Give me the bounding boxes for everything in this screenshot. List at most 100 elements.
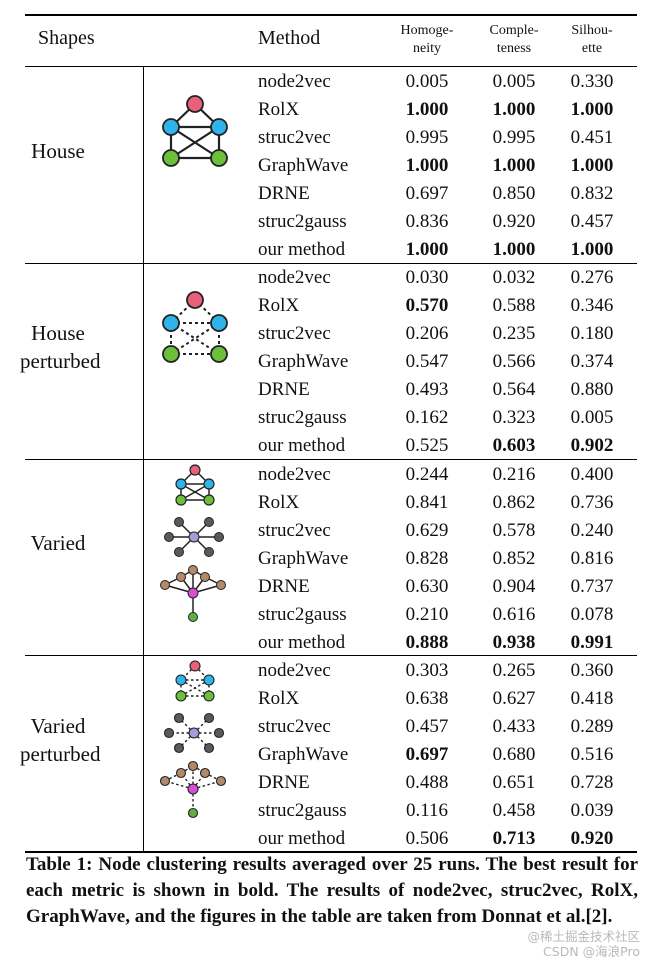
- group-label-varied-perturbed: Varied perturbed: [20, 714, 101, 766]
- completeness-cell: 0.852: [492, 548, 536, 569]
- homogeneity-cell: 0.836: [405, 211, 449, 232]
- method-cell: node2vec: [258, 71, 331, 92]
- silhouette-cell: 0.516: [570, 744, 614, 765]
- homogeneity-cell: 0.488: [405, 772, 449, 793]
- silhouette-cell: 0.360: [570, 660, 614, 681]
- homogeneity-cell: 1.000: [405, 155, 449, 176]
- house-perturbed-graph-icon: [162, 291, 228, 363]
- varied-graphs-icon: [160, 464, 226, 622]
- method-cell: struc2vec: [258, 520, 331, 541]
- completeness-cell: 0.032: [492, 267, 536, 288]
- silhouette-cell: 1.000: [570, 155, 614, 176]
- watermark-line1: @稀土掘金技术社区: [527, 929, 640, 944]
- bottom-rule: [25, 851, 637, 853]
- group-rule: [25, 655, 637, 656]
- header-method: Method: [258, 27, 321, 49]
- header-shapes: Shapes: [38, 27, 95, 49]
- homogeneity-cell: 1.000: [405, 99, 449, 120]
- completeness-cell: 0.627: [492, 688, 536, 709]
- completeness-cell: 0.651: [492, 772, 536, 793]
- completeness-cell: 0.920: [492, 211, 536, 232]
- homogeneity-cell: 0.005: [405, 71, 449, 92]
- homogeneity-cell: 0.697: [405, 183, 449, 204]
- header-completeness: Comple-teness: [489, 23, 539, 56]
- completeness-cell: 0.588: [492, 295, 536, 316]
- homogeneity-cell: 0.638: [405, 688, 449, 709]
- homogeneity-cell: 0.244: [405, 464, 449, 485]
- silhouette-cell: 0.039: [570, 800, 614, 821]
- group-label-house: House: [31, 139, 85, 163]
- homogeneity-cell: 0.493: [405, 379, 449, 400]
- top-rule: [25, 14, 637, 16]
- completeness-cell: 0.850: [492, 183, 536, 204]
- completeness-cell: 0.216: [492, 464, 536, 485]
- method-cell: struc2gauss: [258, 800, 347, 821]
- silhouette-cell: 0.902: [570, 435, 614, 456]
- silhouette-cell: 0.832: [570, 183, 614, 204]
- silhouette-cell: 1.000: [570, 99, 614, 120]
- completeness-cell: 0.235: [492, 323, 536, 344]
- silhouette-cell: 0.289: [570, 716, 614, 737]
- silhouette-cell: 0.880: [570, 379, 614, 400]
- method-cell: RolX: [258, 99, 300, 120]
- completeness-cell: 0.265: [492, 660, 536, 681]
- completeness-cell: 0.578: [492, 520, 536, 541]
- silhouette-cell: 1.000: [570, 239, 614, 260]
- completeness-cell: 0.603: [492, 435, 536, 456]
- silhouette-cell: 0.728: [570, 772, 614, 793]
- completeness-cell: 0.564: [492, 379, 536, 400]
- silhouette-cell: 0.737: [570, 576, 614, 597]
- method-cell: struc2gauss: [258, 407, 347, 428]
- silhouette-cell: 0.005: [570, 407, 614, 428]
- method-cell: RolX: [258, 295, 300, 316]
- method-cell: DRNE: [258, 576, 310, 597]
- method-cell: our method: [258, 828, 346, 849]
- method-cell: our method: [258, 632, 346, 653]
- method-cell: struc2vec: [258, 127, 331, 148]
- silhouette-cell: 0.400: [570, 464, 614, 485]
- completeness-cell: 0.323: [492, 407, 536, 428]
- method-cell: node2vec: [258, 660, 331, 681]
- varied-perturbed-graphs-icon: [159, 660, 227, 819]
- method-cell: struc2gauss: [258, 604, 347, 625]
- completeness-cell: 1.000: [492, 239, 536, 260]
- homogeneity-cell: 0.525: [405, 435, 449, 456]
- homogeneity-cell: 0.303: [405, 660, 449, 681]
- header-rule: [25, 66, 637, 67]
- silhouette-cell: 0.736: [570, 492, 614, 513]
- silhouette-cell: 0.078: [570, 604, 614, 625]
- completeness-cell: 0.433: [492, 716, 536, 737]
- method-cell: GraphWave: [258, 351, 349, 372]
- silhouette-cell: 0.374: [570, 351, 614, 372]
- silhouette-cell: 0.457: [570, 211, 614, 232]
- silhouette-cell: 0.816: [570, 548, 614, 569]
- completeness-cell: 0.616: [492, 604, 536, 625]
- method-cell: RolX: [258, 492, 300, 513]
- completeness-cell: 0.680: [492, 744, 536, 765]
- watermark-line2: CSDN @海浪Pro: [543, 944, 640, 959]
- homogeneity-cell: 0.162: [405, 407, 449, 428]
- house-graph-icon: [162, 95, 228, 167]
- silhouette-cell: 0.418: [570, 688, 614, 709]
- silhouette-cell: 0.330: [570, 71, 614, 92]
- silhouette-cell: 0.346: [570, 295, 614, 316]
- method-cell: struc2vec: [258, 716, 331, 737]
- method-cell: node2vec: [258, 267, 331, 288]
- homogeneity-cell: 0.506: [405, 828, 449, 849]
- method-cell: GraphWave: [258, 548, 349, 569]
- silhouette-cell: 0.276: [570, 267, 614, 288]
- silhouette-cell: 0.240: [570, 520, 614, 541]
- completeness-cell: 0.862: [492, 492, 536, 513]
- method-cell: DRNE: [258, 772, 310, 793]
- homogeneity-cell: 0.995: [405, 127, 449, 148]
- silhouette-cell: 0.180: [570, 323, 614, 344]
- homogeneity-cell: 1.000: [405, 239, 449, 260]
- method-cell: DRNE: [258, 183, 310, 204]
- silhouette-cell: 0.920: [570, 828, 614, 849]
- method-cell: struc2vec: [258, 323, 331, 344]
- completeness-cell: 1.000: [492, 99, 536, 120]
- homogeneity-cell: 0.841: [405, 492, 449, 513]
- header-silhouette: Silhou-ette: [571, 23, 613, 56]
- silhouette-cell: 0.991: [570, 632, 614, 653]
- homogeneity-cell: 0.206: [405, 323, 449, 344]
